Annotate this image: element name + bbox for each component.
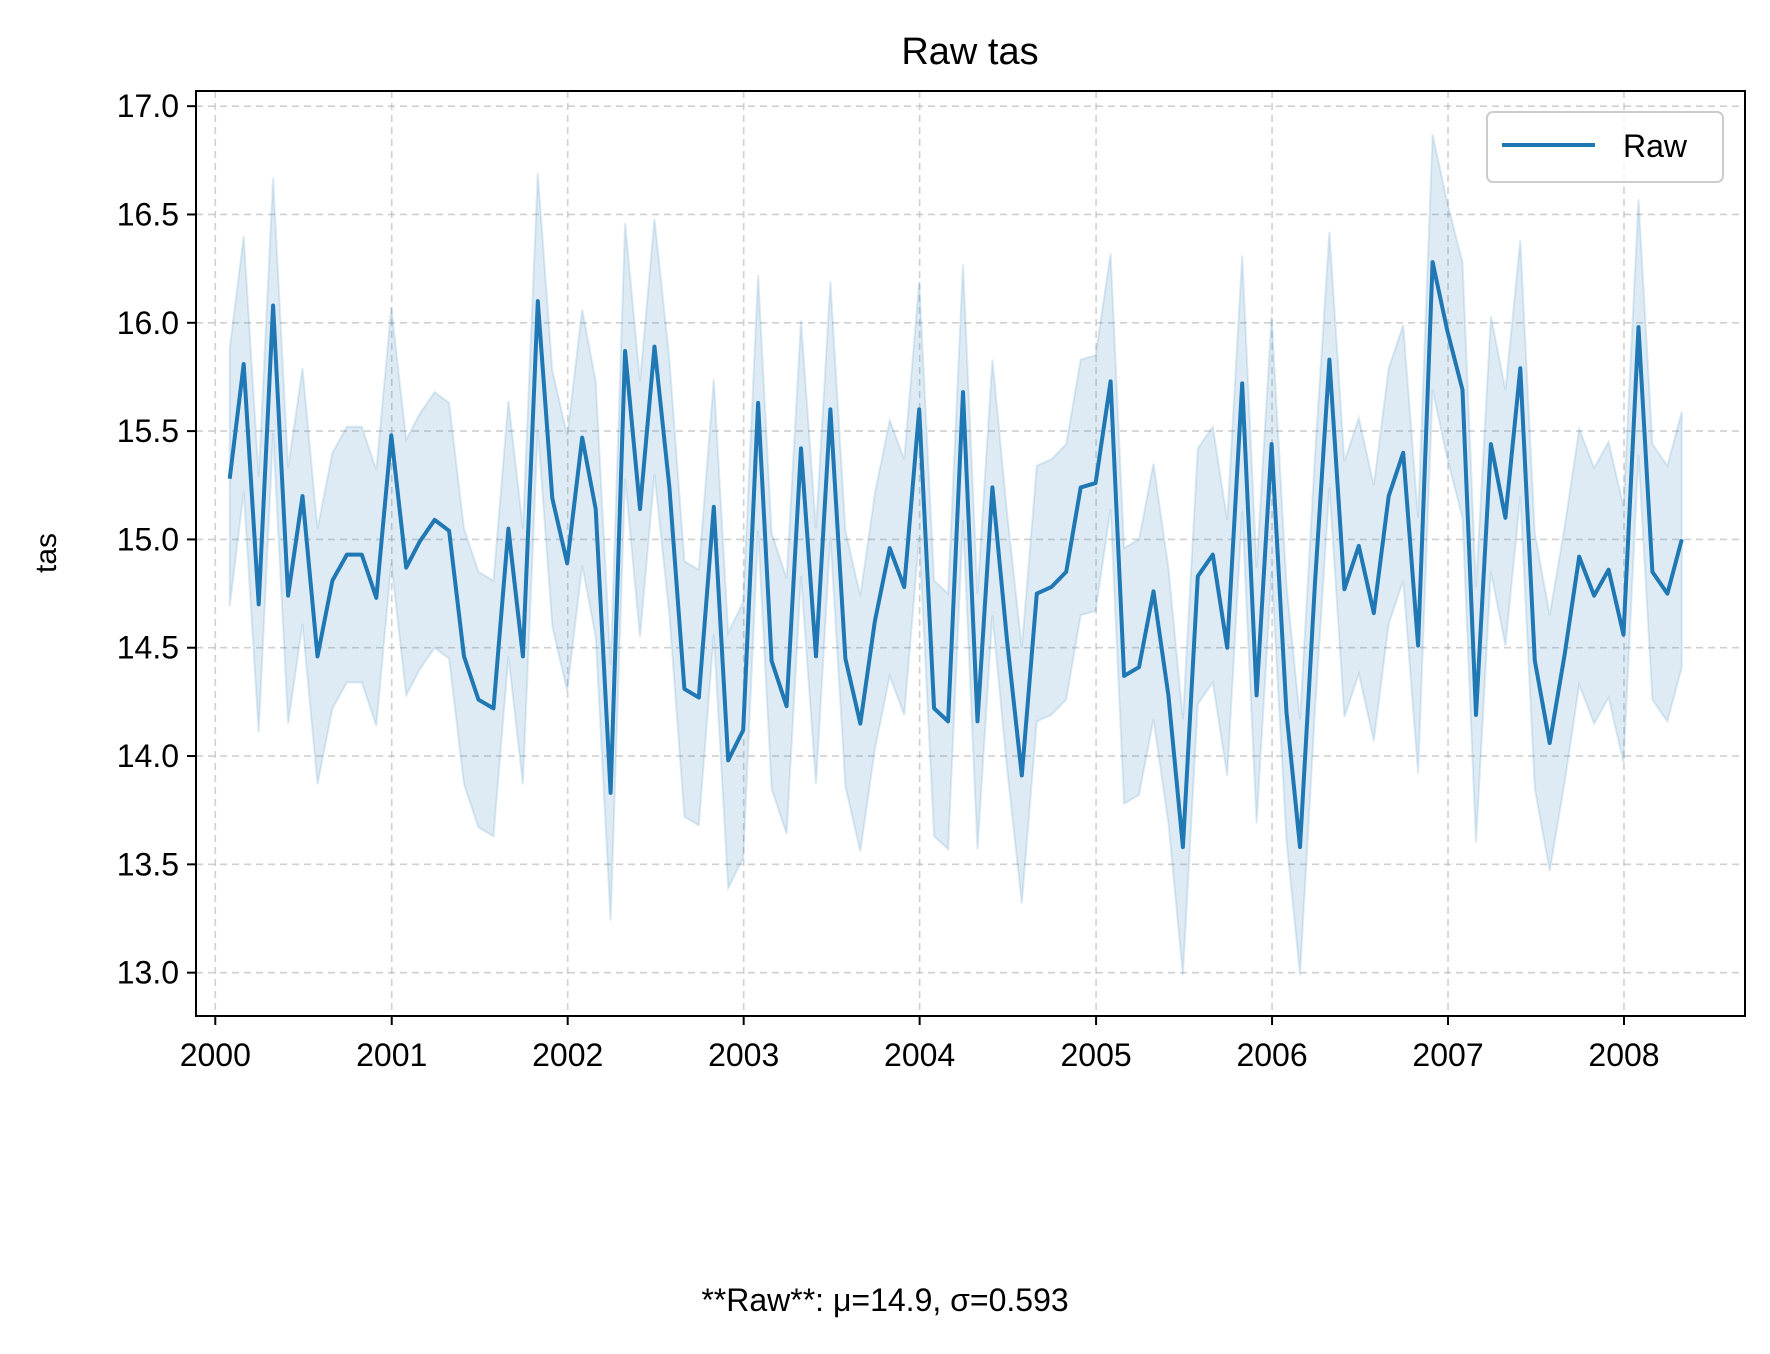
grid [196, 91, 1745, 1016]
y-axis: 13.0 13.5 14.0 14.5 15.0 15.5 16.0 16.5 17.0 [117, 88, 196, 991]
x-tick-label: 2004 [884, 1037, 955, 1073]
y-tick-label: 14.0 [117, 738, 179, 774]
x-axis: 2000 2001 2002 2003 2004 2005 2006 2007 2008 [180, 1016, 1660, 1073]
stats-footer: **Raw**: μ=14.9, σ=0.593 [701, 1282, 1068, 1318]
x-tick-label: 2003 [708, 1037, 779, 1073]
x-tick-label: 2005 [1060, 1037, 1131, 1073]
x-tick-label: 2006 [1236, 1037, 1307, 1073]
y-tick-label: 15.5 [117, 413, 179, 449]
chart-title: Raw tas [901, 31, 1038, 73]
series-line-raw [227, 260, 1684, 849]
x-tick-label: 2001 [356, 1037, 427, 1073]
y-tick-label: 13.0 [117, 955, 179, 991]
x-tick-label: 2008 [1588, 1037, 1659, 1073]
y-tick-label: 17.0 [117, 88, 179, 124]
x-tick-label: 2002 [532, 1037, 603, 1073]
x-tick-label: 2000 [180, 1037, 251, 1073]
y-tick-label: 16.0 [117, 305, 179, 341]
y-axis-label: tas [30, 533, 63, 573]
y-tick-label: 14.5 [117, 630, 179, 666]
legend-box [1486, 111, 1724, 183]
legend-label-raw: Raw [1623, 128, 1688, 164]
y-tick-label: 16.5 [117, 196, 179, 232]
y-tick-label: 15.0 [117, 521, 179, 557]
legend: Raw [1486, 111, 1724, 183]
plot-frame [195, 90, 1746, 1017]
x-tick-label: 2007 [1412, 1037, 1483, 1073]
line-layer [227, 260, 1684, 849]
y-tick-label: 13.5 [117, 846, 179, 882]
